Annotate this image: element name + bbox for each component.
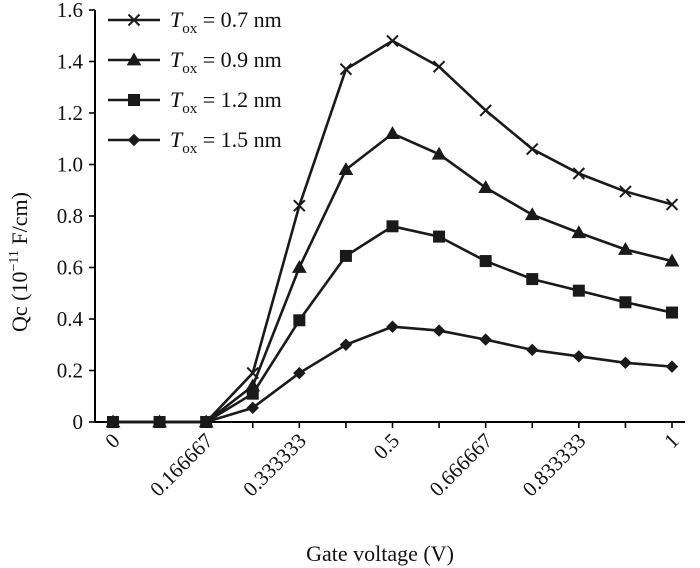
y-tick-label: 1.6 — [57, 0, 83, 22]
diamond-marker — [386, 320, 399, 333]
x-tick-label: 0.333333 — [238, 429, 311, 502]
diamond-marker — [339, 338, 353, 351]
legend-item: Tox = 0.9 nm — [108, 47, 282, 77]
x-axis-title: Gate voltage (V) — [306, 541, 454, 566]
square-marker — [666, 306, 678, 319]
square-marker — [386, 220, 399, 233]
square-marker — [433, 230, 446, 243]
diamond-marker — [665, 360, 679, 373]
y-tick-label: 0.6 — [57, 256, 83, 280]
series-4 — [106, 320, 679, 429]
legend-item: Tox = 0.7 nm — [108, 7, 282, 37]
legend-label-symbol: T — [170, 87, 184, 112]
triangle-marker — [385, 126, 400, 139]
legend-label: Tox = 1.5 nm — [170, 127, 282, 157]
diamond-marker — [479, 333, 492, 346]
legend-label-subscript: ox — [182, 101, 198, 117]
diamond-marker — [246, 401, 259, 415]
y-axis-title-exponent: −11 — [7, 250, 22, 271]
triangle-marker — [291, 259, 307, 273]
legend-label-symbol: T — [170, 47, 184, 72]
x-tick-label: 0 — [100, 429, 124, 453]
cross-marker — [127, 13, 141, 27]
legend-label-value: = 1.5 nm — [197, 127, 282, 152]
square-marker — [619, 296, 632, 309]
diamond-marker — [572, 350, 586, 363]
triangle-marker — [431, 146, 447, 160]
legend-label-value: = 0.9 nm — [197, 47, 282, 72]
legend-item: Tox = 1.5 nm — [108, 127, 282, 157]
series-group — [105, 34, 680, 429]
diamond-marker — [153, 415, 166, 429]
y-tick-label: 0.2 — [57, 359, 83, 383]
x-tick-label: 0.166667 — [145, 429, 218, 502]
legend-label-subscript: ox — [182, 61, 198, 77]
legend-label: Tox = 0.7 nm — [170, 7, 282, 37]
legend-label-symbol: T — [170, 7, 184, 32]
triangle-marker — [478, 180, 494, 194]
y-tick-label: 0.4 — [57, 307, 84, 331]
square-marker — [246, 387, 259, 400]
diamond-marker — [127, 133, 141, 147]
triangle-marker — [524, 207, 540, 221]
y-axis-title: Qc (10−11 F/cm) — [7, 192, 32, 332]
square-marker — [339, 249, 352, 262]
triangle-marker — [126, 52, 142, 66]
triangle-marker — [338, 162, 354, 176]
diamond-marker — [106, 415, 120, 429]
y-tick-label: 0 — [73, 410, 84, 434]
y-tick-label: 1.4 — [57, 50, 84, 74]
y-tick-label: 1.2 — [57, 101, 83, 125]
series-line — [113, 325, 673, 424]
cross-marker — [526, 142, 539, 156]
triangle-marker — [618, 241, 633, 255]
series-2 — [105, 126, 680, 428]
square-marker — [526, 273, 539, 286]
legend-item: Tox = 1.2 nm — [108, 87, 282, 117]
x-axis-ticks: 0 0.166667 0.333333 0.5 0.666667 0.833333 1 — [100, 422, 684, 502]
y-axis-title-suffix: F/cm) — [7, 192, 32, 250]
y-axis-ticks: 0 0.2 0.4 0.6 0.8 1.0 1.2 1.4 1.6 — [57, 0, 95, 434]
y-tick-label: 0.8 — [57, 204, 83, 228]
cross-marker — [479, 104, 492, 117]
legend-label-subscript: ox — [182, 141, 198, 157]
diamond-marker — [199, 415, 213, 429]
diamond-marker — [619, 356, 632, 369]
legend-label-value: = 1.2 nm — [197, 87, 282, 112]
cross-marker — [339, 63, 353, 76]
cross-marker — [386, 34, 399, 48]
x-tick-label: 1 — [659, 429, 683, 453]
square-marker — [479, 255, 492, 268]
legend-label-subscript: ox — [182, 21, 198, 37]
cross-marker — [619, 185, 632, 198]
legend-label: Tox = 0.9 nm — [170, 47, 282, 77]
square-marker — [128, 94, 140, 106]
x-tick-label: 0.666667 — [425, 429, 498, 502]
square-marker — [293, 314, 306, 327]
diamond-marker — [293, 366, 306, 380]
y-tick-label: 1.0 — [57, 153, 83, 177]
square-marker — [572, 284, 585, 297]
triangle-marker — [664, 253, 680, 267]
diamond-marker — [432, 324, 446, 337]
x-tick-label: 0.5 — [369, 429, 405, 465]
y-axis-title-prefix: Qc (10 — [7, 271, 32, 331]
x-tick-label: 0.833333 — [518, 429, 591, 502]
legend-label: Tox = 1.2 nm — [170, 87, 282, 117]
legend-label-value: = 0.7 nm — [197, 7, 282, 32]
cross-marker — [665, 198, 679, 211]
cross-marker — [432, 60, 446, 73]
cross-marker — [572, 167, 586, 180]
diamond-marker — [526, 343, 539, 357]
legend-label-symbol: T — [170, 127, 184, 152]
cross-marker — [293, 199, 306, 212]
triangle-marker — [571, 225, 587, 239]
